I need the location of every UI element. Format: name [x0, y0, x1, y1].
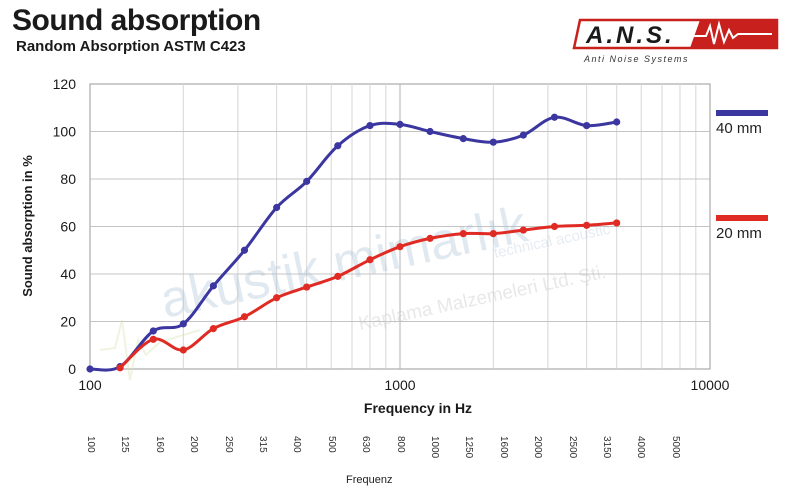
data-point-40mm	[149, 327, 157, 335]
frequency-tick-125: 125	[119, 436, 131, 453]
data-point-20mm	[149, 335, 157, 343]
data-point-40mm	[240, 246, 249, 254]
legend-label-40mm: 40 mm	[716, 120, 762, 137]
frequency-tick-3150: 3150	[601, 436, 612, 459]
data-point-20mm	[396, 243, 404, 251]
frequency-tick-1250: 1250	[463, 436, 475, 459]
frequency-tick-500: 500	[325, 436, 337, 453]
y-tick-label: 100	[53, 124, 77, 140]
data-point-40mm	[459, 135, 467, 143]
data-point-20mm	[209, 325, 217, 333]
data-point-20mm	[273, 294, 281, 302]
watermark-wave	[99, 319, 201, 381]
legend-item-20mm: 20 mm	[716, 215, 768, 242]
logo-tagline: Anti Noise Systems	[584, 54, 690, 64]
data-point-40mm	[209, 282, 217, 290]
frequency-caption: Frequenz	[346, 474, 393, 486]
frequency-tick-800: 800	[394, 436, 406, 453]
data-point-20mm	[519, 226, 527, 234]
data-point-20mm	[366, 256, 374, 264]
x-axis-label: Frequency in Hz	[364, 400, 472, 416]
frequency-tick-315: 315	[257, 436, 268, 453]
data-point-40mm	[550, 113, 559, 121]
data-point-40mm	[489, 138, 497, 146]
logo-wave	[694, 20, 772, 46]
data-point-20mm	[550, 222, 559, 231]
y-tick-label: 60	[60, 219, 76, 235]
data-point-20mm	[334, 272, 342, 280]
frequency-tick-1600: 1600	[497, 436, 509, 459]
legend-item-40mm: 40 mm	[716, 110, 768, 137]
frequency-tick-250: 250	[222, 436, 234, 453]
data-point-40mm	[583, 121, 591, 130]
frequency-tick-2000: 2000	[532, 436, 544, 459]
chart-axes: 0 20 40 60 80 100 120 100 1000 10000	[53, 76, 730, 393]
data-point-20mm	[489, 230, 497, 238]
data-point-40mm	[426, 127, 434, 136]
data-point-40mm	[366, 121, 374, 130]
x-tick-label: 1000	[384, 377, 415, 393]
data-point-40mm	[273, 203, 281, 212]
x-tick-label: 10000	[691, 377, 730, 393]
chart-series	[86, 113, 621, 373]
data-point-20mm	[116, 364, 124, 372]
frequency-tick-160: 160	[153, 436, 165, 453]
legend-swatch-20mm	[716, 215, 768, 221]
sound-absorption-chart: akustik mimarlık technical acoustic Kapl…	[20, 76, 730, 416]
data-point-40mm	[303, 177, 311, 185]
x-tick-label: 100	[78, 377, 102, 393]
data-point-40mm	[86, 365, 94, 373]
frequency-tick-630: 630	[360, 436, 372, 453]
data-point-20mm	[583, 221, 591, 229]
data-point-40mm	[334, 142, 342, 150]
y-tick-label: 0	[68, 361, 76, 377]
chart-grid	[89, 83, 711, 370]
frequency-tick-4000: 4000	[635, 436, 647, 459]
ans-logo: A.N.S.	[572, 18, 779, 50]
frequency-tick-100: 100	[85, 436, 96, 453]
frequency-tick-5000: 5000	[669, 436, 681, 459]
data-point-20mm	[426, 234, 434, 242]
logo-red-band	[690, 20, 777, 48]
logo-text: A.N.S.	[585, 22, 675, 49]
y-tick-label: 20	[60, 314, 76, 330]
data-point-40mm	[396, 120, 404, 128]
legend-label-20mm: 20 mm	[716, 225, 762, 242]
chart-subtitle: Random Absorption ASTM C423	[16, 38, 246, 55]
data-point-40mm	[519, 131, 527, 139]
data-point-40mm	[613, 118, 621, 126]
y-tick-label: 40	[60, 266, 76, 282]
data-point-20mm	[179, 346, 187, 354]
data-point-20mm	[613, 219, 621, 227]
data-point-20mm	[303, 283, 311, 291]
frequency-tick-400: 400	[291, 436, 303, 453]
data-point-20mm	[240, 313, 249, 321]
data-point-40mm	[179, 320, 187, 328]
frequency-tick-2500: 2500	[566, 436, 578, 459]
y-tick-label: 80	[60, 171, 76, 187]
y-tick-label: 120	[53, 76, 77, 92]
chart-title: Sound absorption	[12, 4, 261, 37]
y-axis-label: Sound absorption in %	[20, 155, 35, 297]
legend-swatch-40mm	[716, 110, 768, 116]
data-point-20mm	[459, 230, 467, 238]
frequency-tick-1000: 1000	[429, 436, 440, 459]
frequency-tick-200: 200	[188, 436, 200, 453]
